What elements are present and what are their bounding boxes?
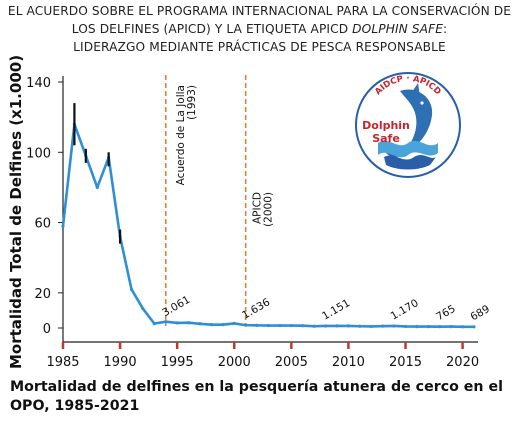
data-point bbox=[186, 321, 191, 325]
data-point bbox=[392, 324, 396, 328]
data-point bbox=[278, 323, 282, 328]
data-point bbox=[164, 320, 168, 324]
event-label-2-line-1: APICD bbox=[252, 192, 264, 224]
data-point bbox=[221, 323, 225, 327]
data-point bbox=[255, 323, 259, 327]
x-tick-label: 2000 bbox=[218, 355, 251, 370]
x-tick-label: 1985 bbox=[46, 355, 79, 370]
data-labels: 3.061 1.636 1.151 1.170 765 689 bbox=[160, 294, 492, 324]
title-line-1: EL ACUERDO SOBRE EL PROGRAMA INTERNACION… bbox=[7, 4, 512, 18]
data-point bbox=[335, 324, 339, 328]
chart-title: EL ACUERDO SOBRE EL PROGRAMA INTERNACION… bbox=[0, 2, 519, 56]
chart-caption: Mortalidad de delfines en la pesquería a… bbox=[10, 379, 503, 414]
data-point bbox=[415, 324, 419, 329]
data-point bbox=[141, 307, 145, 311]
data-label: 765 bbox=[434, 303, 457, 323]
y-tick-label: 100 bbox=[26, 146, 51, 161]
title-line-2-suffix: : bbox=[443, 22, 448, 36]
axes: 0 20 60 100 140 1985 1990 1995 2000 2005 2010 2015 2… bbox=[7, 55, 479, 370]
data-label: 3.061 bbox=[160, 294, 192, 319]
x-tick-label: 2020 bbox=[446, 355, 479, 370]
data-point bbox=[289, 323, 293, 328]
x-tick-label: 1995 bbox=[161, 355, 194, 370]
logo-safe-text: Safe bbox=[372, 132, 400, 145]
x-tick-label: 1990 bbox=[104, 355, 137, 370]
y-tick-label: 60 bbox=[34, 217, 51, 232]
title-line-3: LIDERAZGO MEDIANTE PRÁCTICAS DE PESCA RE… bbox=[73, 40, 446, 54]
data-point bbox=[358, 324, 362, 328]
data-point bbox=[346, 324, 351, 328]
event-label-2-line-2: (2000) bbox=[263, 192, 275, 227]
data-point bbox=[312, 324, 316, 328]
x-tick-label: 2010 bbox=[332, 355, 365, 370]
x-tick-label: 2015 bbox=[389, 355, 422, 370]
data-point bbox=[152, 322, 156, 326]
y-axis-title: Mortalidad Total de Delfines (x1.000) bbox=[7, 55, 25, 369]
data-point bbox=[244, 323, 248, 327]
event-label-1-line-2: (1993) bbox=[186, 85, 198, 120]
y-tick-label: 0 bbox=[43, 322, 51, 337]
y-tick-label: 140 bbox=[26, 76, 51, 91]
x-tick-label: 2005 bbox=[275, 355, 308, 370]
event-label-1-line-1: Acuerdo de La Jolla bbox=[175, 85, 187, 185]
data-label: 1.170 bbox=[389, 297, 421, 322]
dolphin-mortality-chart: 0 20 60 100 140 1985 1990 1995 2000 2005 2010 2015 2… bbox=[7, 55, 492, 370]
data-point bbox=[449, 324, 453, 329]
data-point bbox=[323, 324, 328, 328]
data-point bbox=[61, 224, 65, 228]
data-point bbox=[369, 324, 373, 329]
data-point bbox=[129, 287, 134, 291]
data-label: 1.151 bbox=[320, 297, 352, 322]
data-point bbox=[266, 323, 271, 328]
data-label: 689 bbox=[469, 303, 492, 323]
event-label-1: Acuerdo de La Jolla(1993) bbox=[175, 85, 198, 185]
data-point bbox=[460, 325, 465, 329]
series bbox=[61, 103, 476, 329]
logo-dolphin-text: Dolphin bbox=[362, 119, 410, 132]
data-point bbox=[438, 325, 442, 329]
title-line-2-prefix: LOS DELFINES (APICD) Y LA ETIQUETA APICD bbox=[71, 22, 353, 36]
y-tick-label: 20 bbox=[34, 287, 51, 302]
event-markers: Acuerdo de La Jolla(1993) APICD(2000) bbox=[164, 75, 275, 326]
data-point bbox=[175, 321, 179, 325]
waves-icon bbox=[378, 140, 438, 170]
data-point bbox=[381, 324, 385, 328]
title-line-2-italic: DOLPHIN SAFE bbox=[352, 22, 444, 36]
data-point bbox=[198, 322, 202, 326]
data-point bbox=[426, 324, 430, 329]
data-point bbox=[403, 324, 408, 329]
data-point bbox=[472, 325, 476, 329]
event-label-2: APICD(2000) bbox=[252, 192, 275, 227]
data-point bbox=[209, 323, 214, 327]
data-point bbox=[301, 324, 305, 328]
data-point bbox=[232, 321, 236, 326]
data-point bbox=[95, 185, 99, 190]
title-line-2: LOS DELFINES (APICD) Y LA ETIQUETA APICD… bbox=[0, 20, 519, 38]
dolphin-safe-logo: AIDCP · APICD Dolphin Safe bbox=[355, 72, 461, 178]
